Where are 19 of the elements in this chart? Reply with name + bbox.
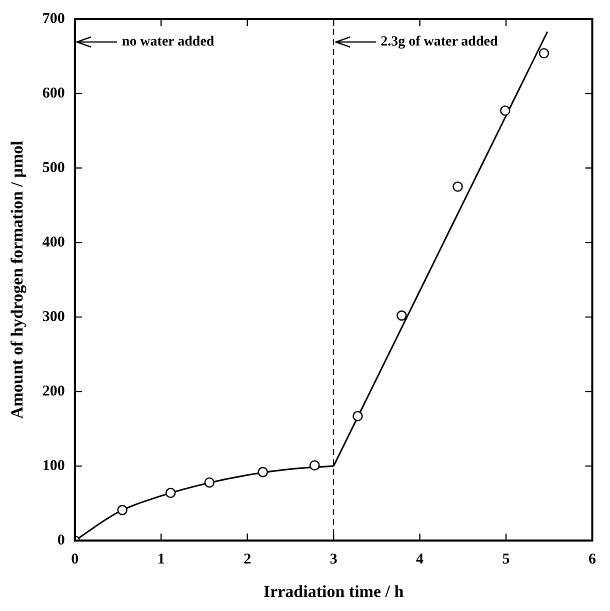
y-tick-label: 300 — [42, 308, 65, 325]
x-tick-label: 5 — [502, 551, 510, 568]
y-tick-label: 200 — [42, 383, 65, 400]
y-axis-title: Amount of hydrogen formation / µmol — [8, 140, 27, 419]
x-tick-label: 1 — [157, 551, 165, 568]
x-tick-label: 4 — [416, 551, 424, 568]
annotation: 2.3g of water added — [380, 34, 498, 50]
annotation: no water added — [122, 34, 214, 50]
x-tick-label: 6 — [588, 551, 596, 568]
y-tick-label: 700 — [42, 10, 65, 27]
x-axis-title: Irradiation time / h — [263, 582, 404, 602]
y-tick-label: 400 — [42, 234, 65, 250]
y-tick-label: 500 — [42, 160, 65, 176]
y-tick-label: 100 — [42, 458, 65, 474]
x-tick-label: 2 — [244, 551, 252, 568]
y-tick-label: 600 — [42, 85, 65, 102]
x-tick-label: 0 — [71, 551, 79, 568]
x-tick-label: 3 — [330, 551, 338, 568]
y-tick-label: 0 — [57, 532, 65, 548]
